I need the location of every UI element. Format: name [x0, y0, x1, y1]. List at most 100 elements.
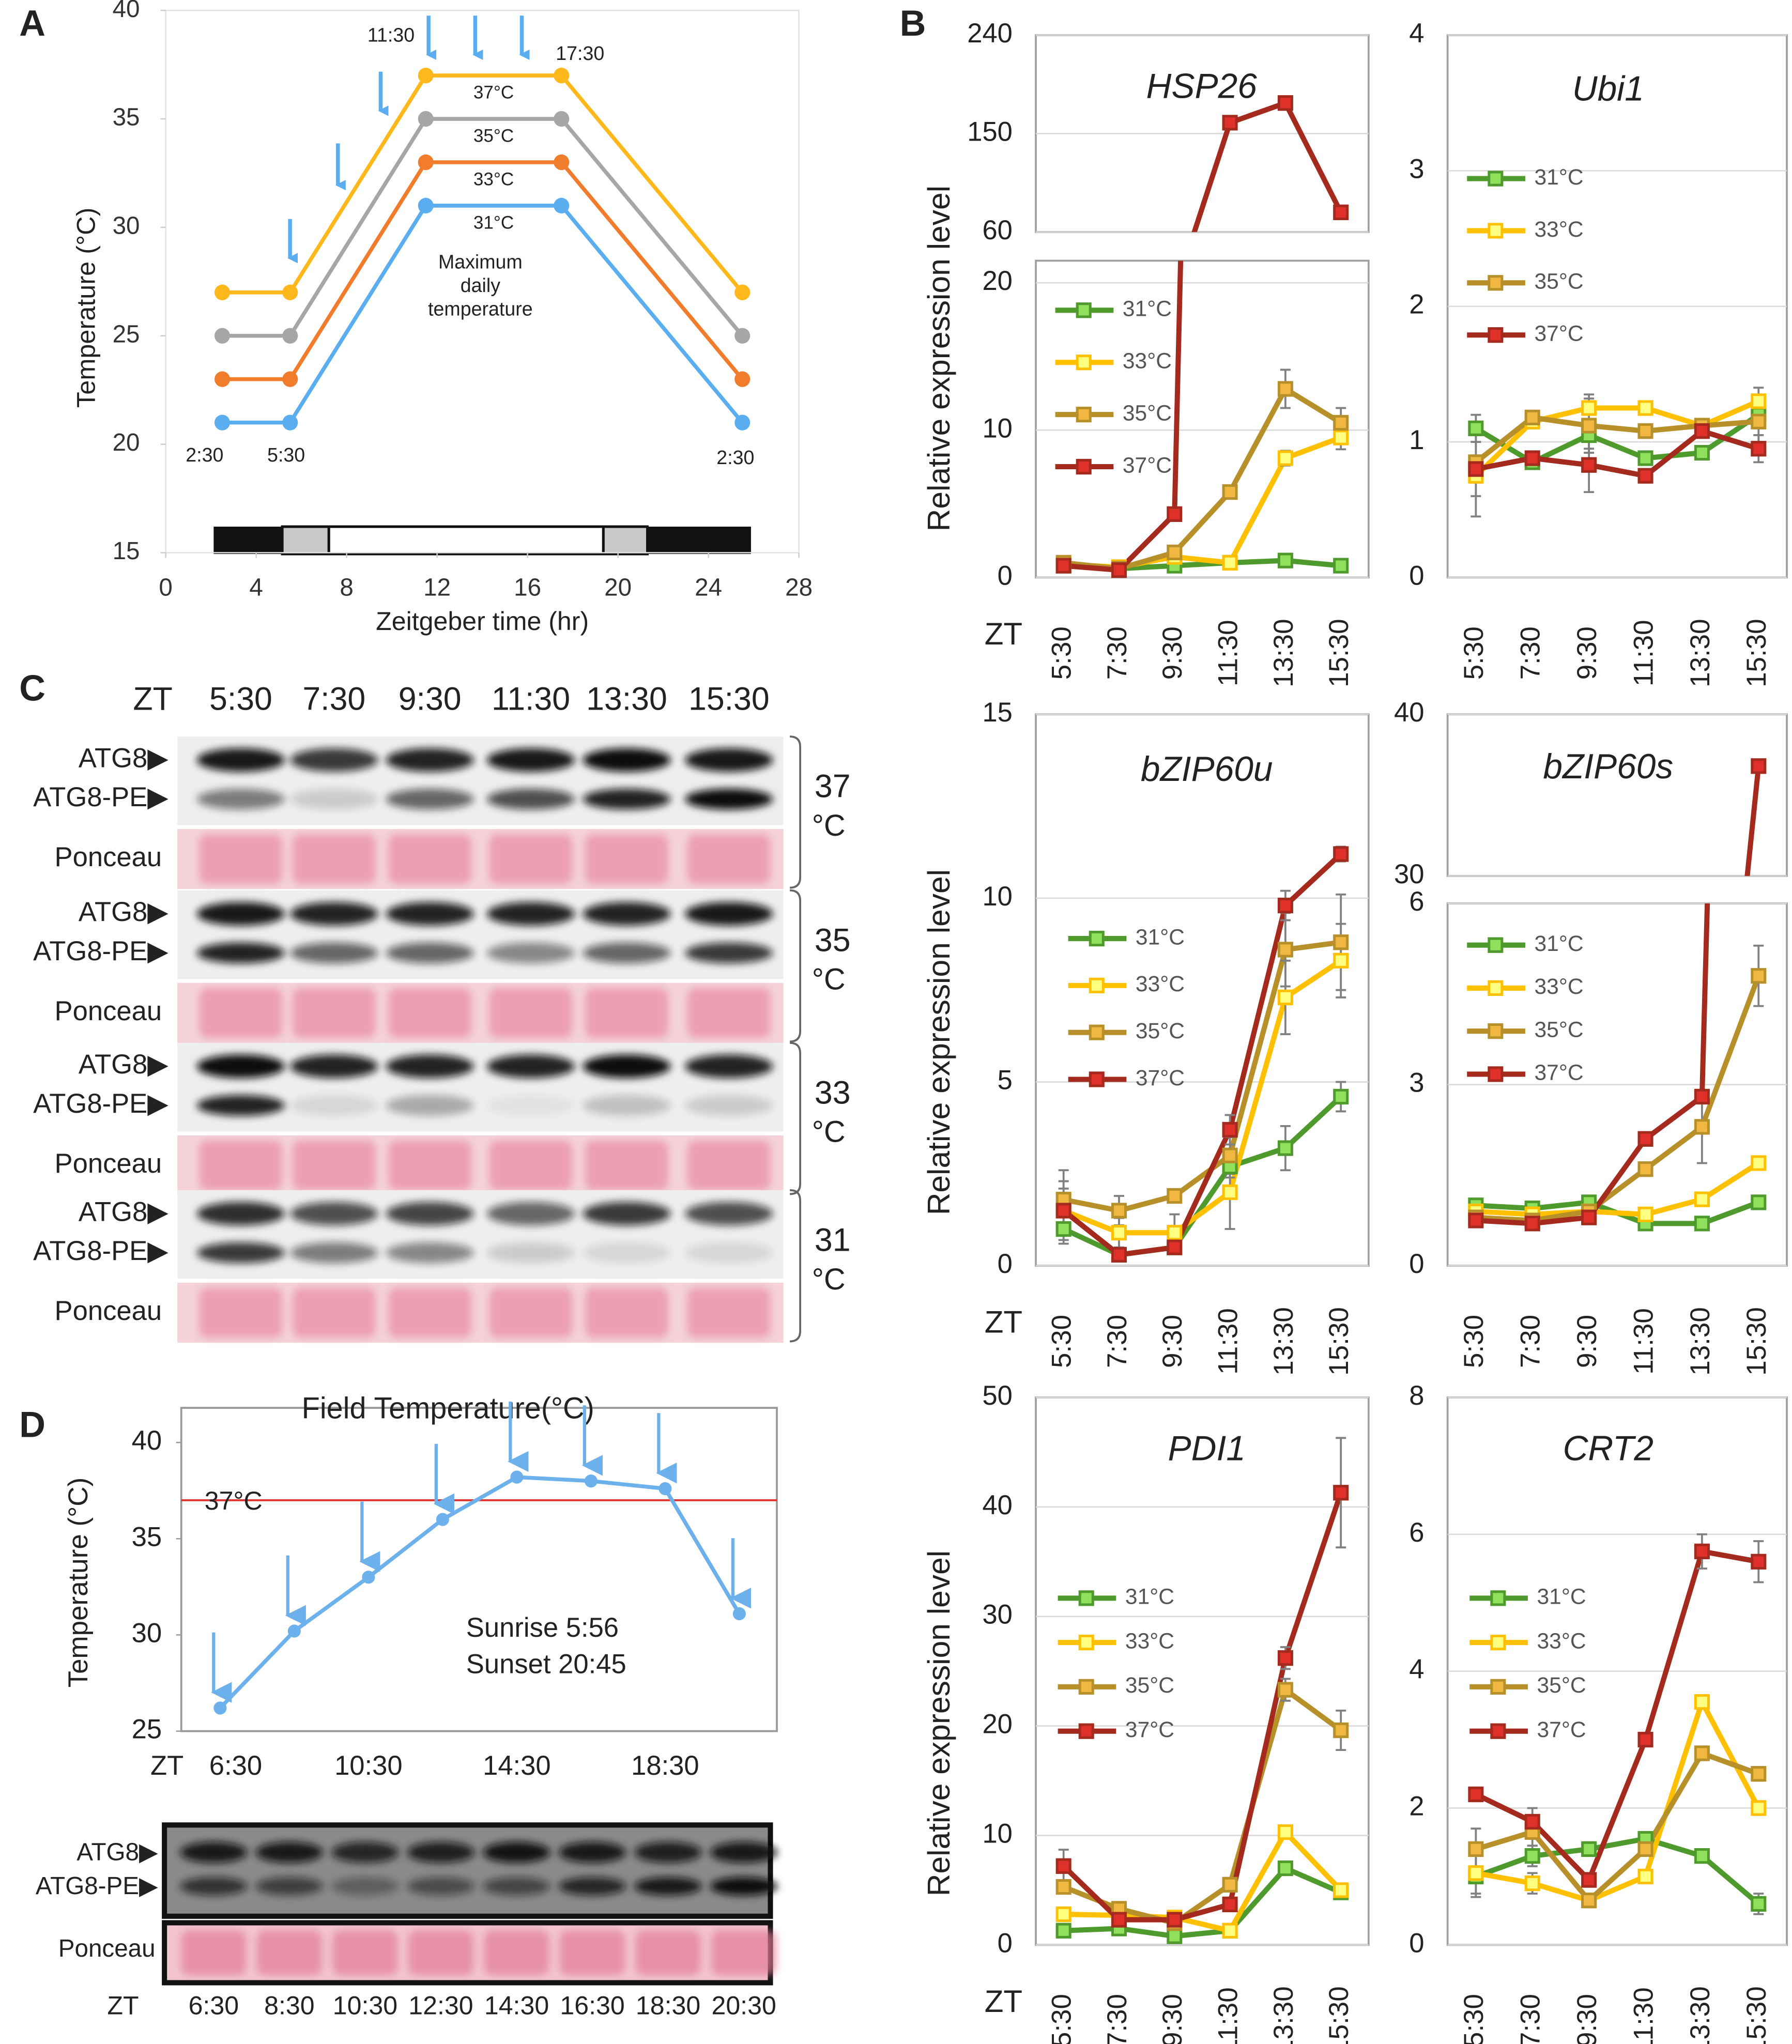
- point: [1222, 1184, 1238, 1201]
- temperature-unit: °C: [812, 963, 846, 996]
- band: [180, 1877, 248, 1896]
- band: [196, 748, 285, 772]
- series-line: [1475, 1836, 1760, 1906]
- y-axis-label: Temperature (°C): [71, 208, 101, 408]
- x-tick-label: 10:30: [334, 1750, 403, 1781]
- series-line: [1474, 414, 1759, 465]
- band: [386, 1095, 474, 1116]
- band: [386, 748, 474, 772]
- panel-label: A: [19, 3, 45, 43]
- band: [486, 789, 575, 810]
- point: [1468, 1865, 1484, 1881]
- point: [1468, 1212, 1484, 1228]
- blot-bg: [177, 890, 784, 979]
- note: daily: [461, 274, 500, 296]
- ponceau-lane: [199, 988, 283, 1038]
- point: [1524, 1848, 1540, 1864]
- legend-marker: [1078, 1723, 1094, 1739]
- x-tick-label: 9:30: [1157, 1315, 1188, 1368]
- point: [1167, 1912, 1183, 1928]
- x-tick-label: 15:30: [1741, 619, 1772, 687]
- band: [685, 1202, 773, 1225]
- band-label: ATG8▶: [79, 897, 169, 927]
- blot-time: 15:30: [688, 681, 770, 717]
- blot-time: 10:30: [333, 1991, 397, 2020]
- series-group: [1062, 1492, 1343, 1939]
- point: [1524, 1814, 1540, 1830]
- legend-marker: [1490, 1634, 1506, 1651]
- point: [734, 328, 751, 344]
- point: [1222, 555, 1238, 571]
- point: [1581, 418, 1597, 434]
- series-line: [1476, 1161, 1760, 1217]
- ponceau-lane: [484, 1930, 549, 1975]
- blot-bg: [177, 1190, 784, 1279]
- series-line: [1476, 975, 1761, 1223]
- point: [1581, 1841, 1597, 1857]
- x-tick-label: 12: [423, 574, 451, 602]
- annotation: 17:30: [556, 42, 604, 64]
- annotation: Sunrise 5:56: [466, 1612, 619, 1643]
- band: [196, 902, 285, 926]
- band: [486, 748, 575, 772]
- band: [196, 942, 285, 963]
- point: [1751, 968, 1767, 984]
- x-tick-label: 13:30: [1268, 619, 1299, 687]
- ponceau-lane: [199, 834, 283, 884]
- series-line: [1063, 940, 1341, 1213]
- point: [1111, 562, 1127, 578]
- point: [1524, 1875, 1540, 1892]
- point: [1167, 1188, 1183, 1204]
- point: [1222, 1877, 1238, 1893]
- point: [214, 371, 231, 387]
- band: [486, 1054, 575, 1078]
- series-line: [1062, 852, 1343, 1258]
- chart-title: HSP26: [1146, 67, 1258, 105]
- x-tick-label: 9:30: [1572, 1994, 1602, 2044]
- ponceau-lane: [687, 988, 771, 1038]
- x-tick-label: 8: [340, 574, 353, 602]
- point: [287, 1624, 301, 1638]
- legend-marker: [1488, 327, 1504, 343]
- ponceau-lane: [199, 1288, 283, 1338]
- legend-label: 33°C: [1136, 972, 1185, 996]
- point: [1637, 1868, 1653, 1885]
- blot-time: 6:30: [189, 1991, 239, 2020]
- point: [1751, 1800, 1767, 1816]
- point: [1055, 1923, 1071, 1939]
- ponceau-lane: [181, 1930, 246, 1975]
- legend-marker: [1078, 1590, 1094, 1606]
- point: [1637, 423, 1653, 439]
- y-tick-label: 30: [982, 1600, 1013, 1630]
- band: [558, 1842, 626, 1863]
- point: [1222, 1147, 1238, 1163]
- series-line: [1062, 1685, 1343, 1926]
- x-tick-label: 5:30: [1459, 626, 1489, 680]
- legend-label: 31°C: [1537, 1585, 1586, 1609]
- legend-label: 33°C: [1534, 974, 1583, 999]
- y-tick-label: 2: [1409, 289, 1424, 320]
- legend-marker: [1076, 355, 1092, 371]
- point: [1055, 558, 1071, 574]
- note: temperature: [428, 298, 533, 319]
- point: [1055, 1879, 1071, 1895]
- y-axis-label: Relative expression level: [921, 186, 956, 531]
- legend-label: 35°C: [1136, 1019, 1185, 1043]
- point: [1581, 1209, 1597, 1225]
- ponceau-lane: [293, 988, 376, 1038]
- series-label: 37°C: [473, 83, 514, 103]
- blot-time: 9:30: [399, 681, 462, 717]
- legend-label: 33°C: [1125, 1628, 1174, 1653]
- y-tick-label: 40: [113, 0, 140, 23]
- legend-marker: [1089, 930, 1105, 947]
- series-label: 35°C: [473, 126, 514, 146]
- bracket: [789, 735, 802, 889]
- point: [1751, 1766, 1767, 1782]
- point: [1277, 1860, 1293, 1877]
- legend-label: 35°C: [1537, 1673, 1586, 1698]
- ponceau-lane: [293, 834, 376, 884]
- legend-label: 31°C: [1534, 931, 1583, 956]
- legend-marker: [1089, 1071, 1105, 1087]
- band: [483, 1877, 550, 1896]
